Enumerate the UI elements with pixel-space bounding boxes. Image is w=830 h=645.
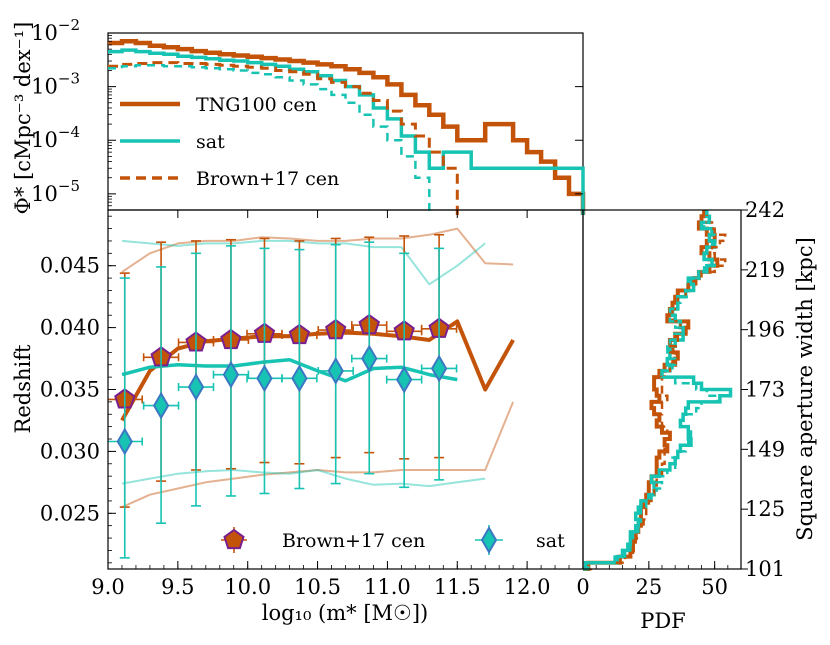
top-ytick-label: 10−3 <box>31 70 80 99</box>
top-ytick-exponent: −4 <box>58 123 80 141</box>
series-line-tng100-sat-16th <box>121 469 486 488</box>
main-plot-area <box>108 227 515 559</box>
series-line-tng100-sat-median <box>121 358 458 383</box>
sat-point-9 <box>420 247 458 481</box>
x-axis-label-mass: log₁₀ (m* [M☉]) <box>262 601 429 625</box>
sat-marker-diamond <box>187 373 205 402</box>
right-ytick-label: 125 <box>745 497 785 521</box>
y-axis-label-aperture: Square aperture width [kpc] <box>793 237 817 541</box>
main-xtick-label: 12.0 <box>504 575 551 599</box>
main-xtick-label: 10.5 <box>294 575 341 599</box>
top-ytick-label: 10−2 <box>31 16 80 45</box>
axis-labels: log₁₀ (m* [M☉]) PDF Redshift Φ* [cMpc⁻³ … <box>11 22 817 633</box>
main-xtick-label: 11.5 <box>434 575 481 599</box>
sat-marker-diamond <box>116 427 133 456</box>
pdf-series-tng100-sat <box>583 210 733 571</box>
right-xtick-label: 0 <box>576 575 589 599</box>
main-xtick-label: 9.5 <box>161 575 194 599</box>
top-series-tng100-cen <box>108 39 586 215</box>
series-line-tng100-cen-84th <box>121 227 514 273</box>
sat-marker-diamond <box>430 354 448 383</box>
sat-point-6 <box>317 243 354 485</box>
right-panel-pdf: 0 25 50 242 219 196 173 149 125 101 <box>576 198 785 599</box>
sat-marker-diamond <box>256 364 273 393</box>
y-axis-label-redshift: Redshift <box>11 344 35 433</box>
top-ytick-label: 10−5 <box>31 177 80 206</box>
sat-point-2 <box>177 252 215 507</box>
sat-point-4 <box>246 247 283 495</box>
right-ytick-label: 173 <box>745 378 785 402</box>
legend-label-1: TNG100 cen <box>196 94 317 116</box>
sat-point-8 <box>385 252 423 489</box>
top-ytick-exponent: −3 <box>58 70 80 88</box>
sat-marker-diamond <box>291 364 308 393</box>
top-ytick-exponent: −2 <box>58 16 80 34</box>
pdf-series-brown-17-cen <box>583 210 727 571</box>
right-xtick-label: 50 <box>701 575 728 599</box>
sat-marker-diamond <box>222 360 240 389</box>
right-ytick-label: 242 <box>745 198 785 222</box>
right-ytick-label: 149 <box>745 437 785 461</box>
right-ytick-label: 196 <box>745 318 785 342</box>
main-ytick-label: 0.030 <box>40 439 100 463</box>
top-ytick-label: 10−4 <box>31 123 80 152</box>
legend-marker-diamond <box>480 526 498 554</box>
series-line-tng100-sat-84th <box>121 239 486 286</box>
sat-point-7 <box>350 241 388 475</box>
top-panel-luminosity-function: 10−2 10−3 10−4 10−5 TNG100 cen sat Brown+17 ce… <box>31 16 586 215</box>
main-ytick-label: 0.035 <box>40 378 100 402</box>
legend-label-3: Brown+17 cen <box>196 168 339 190</box>
series-line-tng100-cen-16th <box>121 401 515 509</box>
top-series-brown-17-sat <box>108 64 431 215</box>
sat-point-0 <box>108 277 144 559</box>
right-ytick-label: 219 <box>745 258 785 282</box>
main-xtick-label: 9.0 <box>91 575 124 599</box>
main-panel-redshift-vs-mass: 9.0 9.5 10.0 10.5 11.0 11.5 12.0 0.025 0.030 0.03… <box>40 209 584 599</box>
sat-point-5 <box>281 248 318 490</box>
right-ytick-label: 101 <box>745 557 785 581</box>
sat-point-1 <box>142 266 180 524</box>
top-ytick-exponent: −5 <box>58 177 80 195</box>
legend-label-sat: sat <box>536 530 565 552</box>
main-ytick-label: 0.025 <box>40 501 100 525</box>
legend-entry-sat: sat <box>475 525 565 555</box>
sat-marker-diamond <box>327 356 344 385</box>
main-xtick-label: 10.0 <box>224 575 271 599</box>
legend-entry-brown17-cen: Brown+17 cen <box>221 527 425 553</box>
legend-marker-pentagon <box>223 528 245 550</box>
main-ytick-label: 0.045 <box>40 254 100 278</box>
x-axis-label-pdf: PDF <box>640 609 686 633</box>
legend-label-2: sat <box>196 131 225 153</box>
main-xtick-label: 11.0 <box>364 575 411 599</box>
sat-marker-diamond <box>396 365 413 394</box>
main-ytick-label: 0.040 <box>40 316 100 340</box>
right-xtick-label: 25 <box>635 575 662 599</box>
sat-marker-diamond <box>152 391 170 420</box>
top-panel-frame <box>107 32 584 211</box>
pdf-series-brown-17-sat <box>583 210 719 571</box>
sat-marker-diamond <box>361 344 378 373</box>
legend-label-brown17-cen: Brown+17 cen <box>282 530 425 552</box>
sat-point-3 <box>212 245 250 497</box>
y-axis-label-phi: Φ* [cMpc⁻³ dex⁻¹] <box>11 22 35 215</box>
top-series-brown-17-cen <box>108 61 459 215</box>
